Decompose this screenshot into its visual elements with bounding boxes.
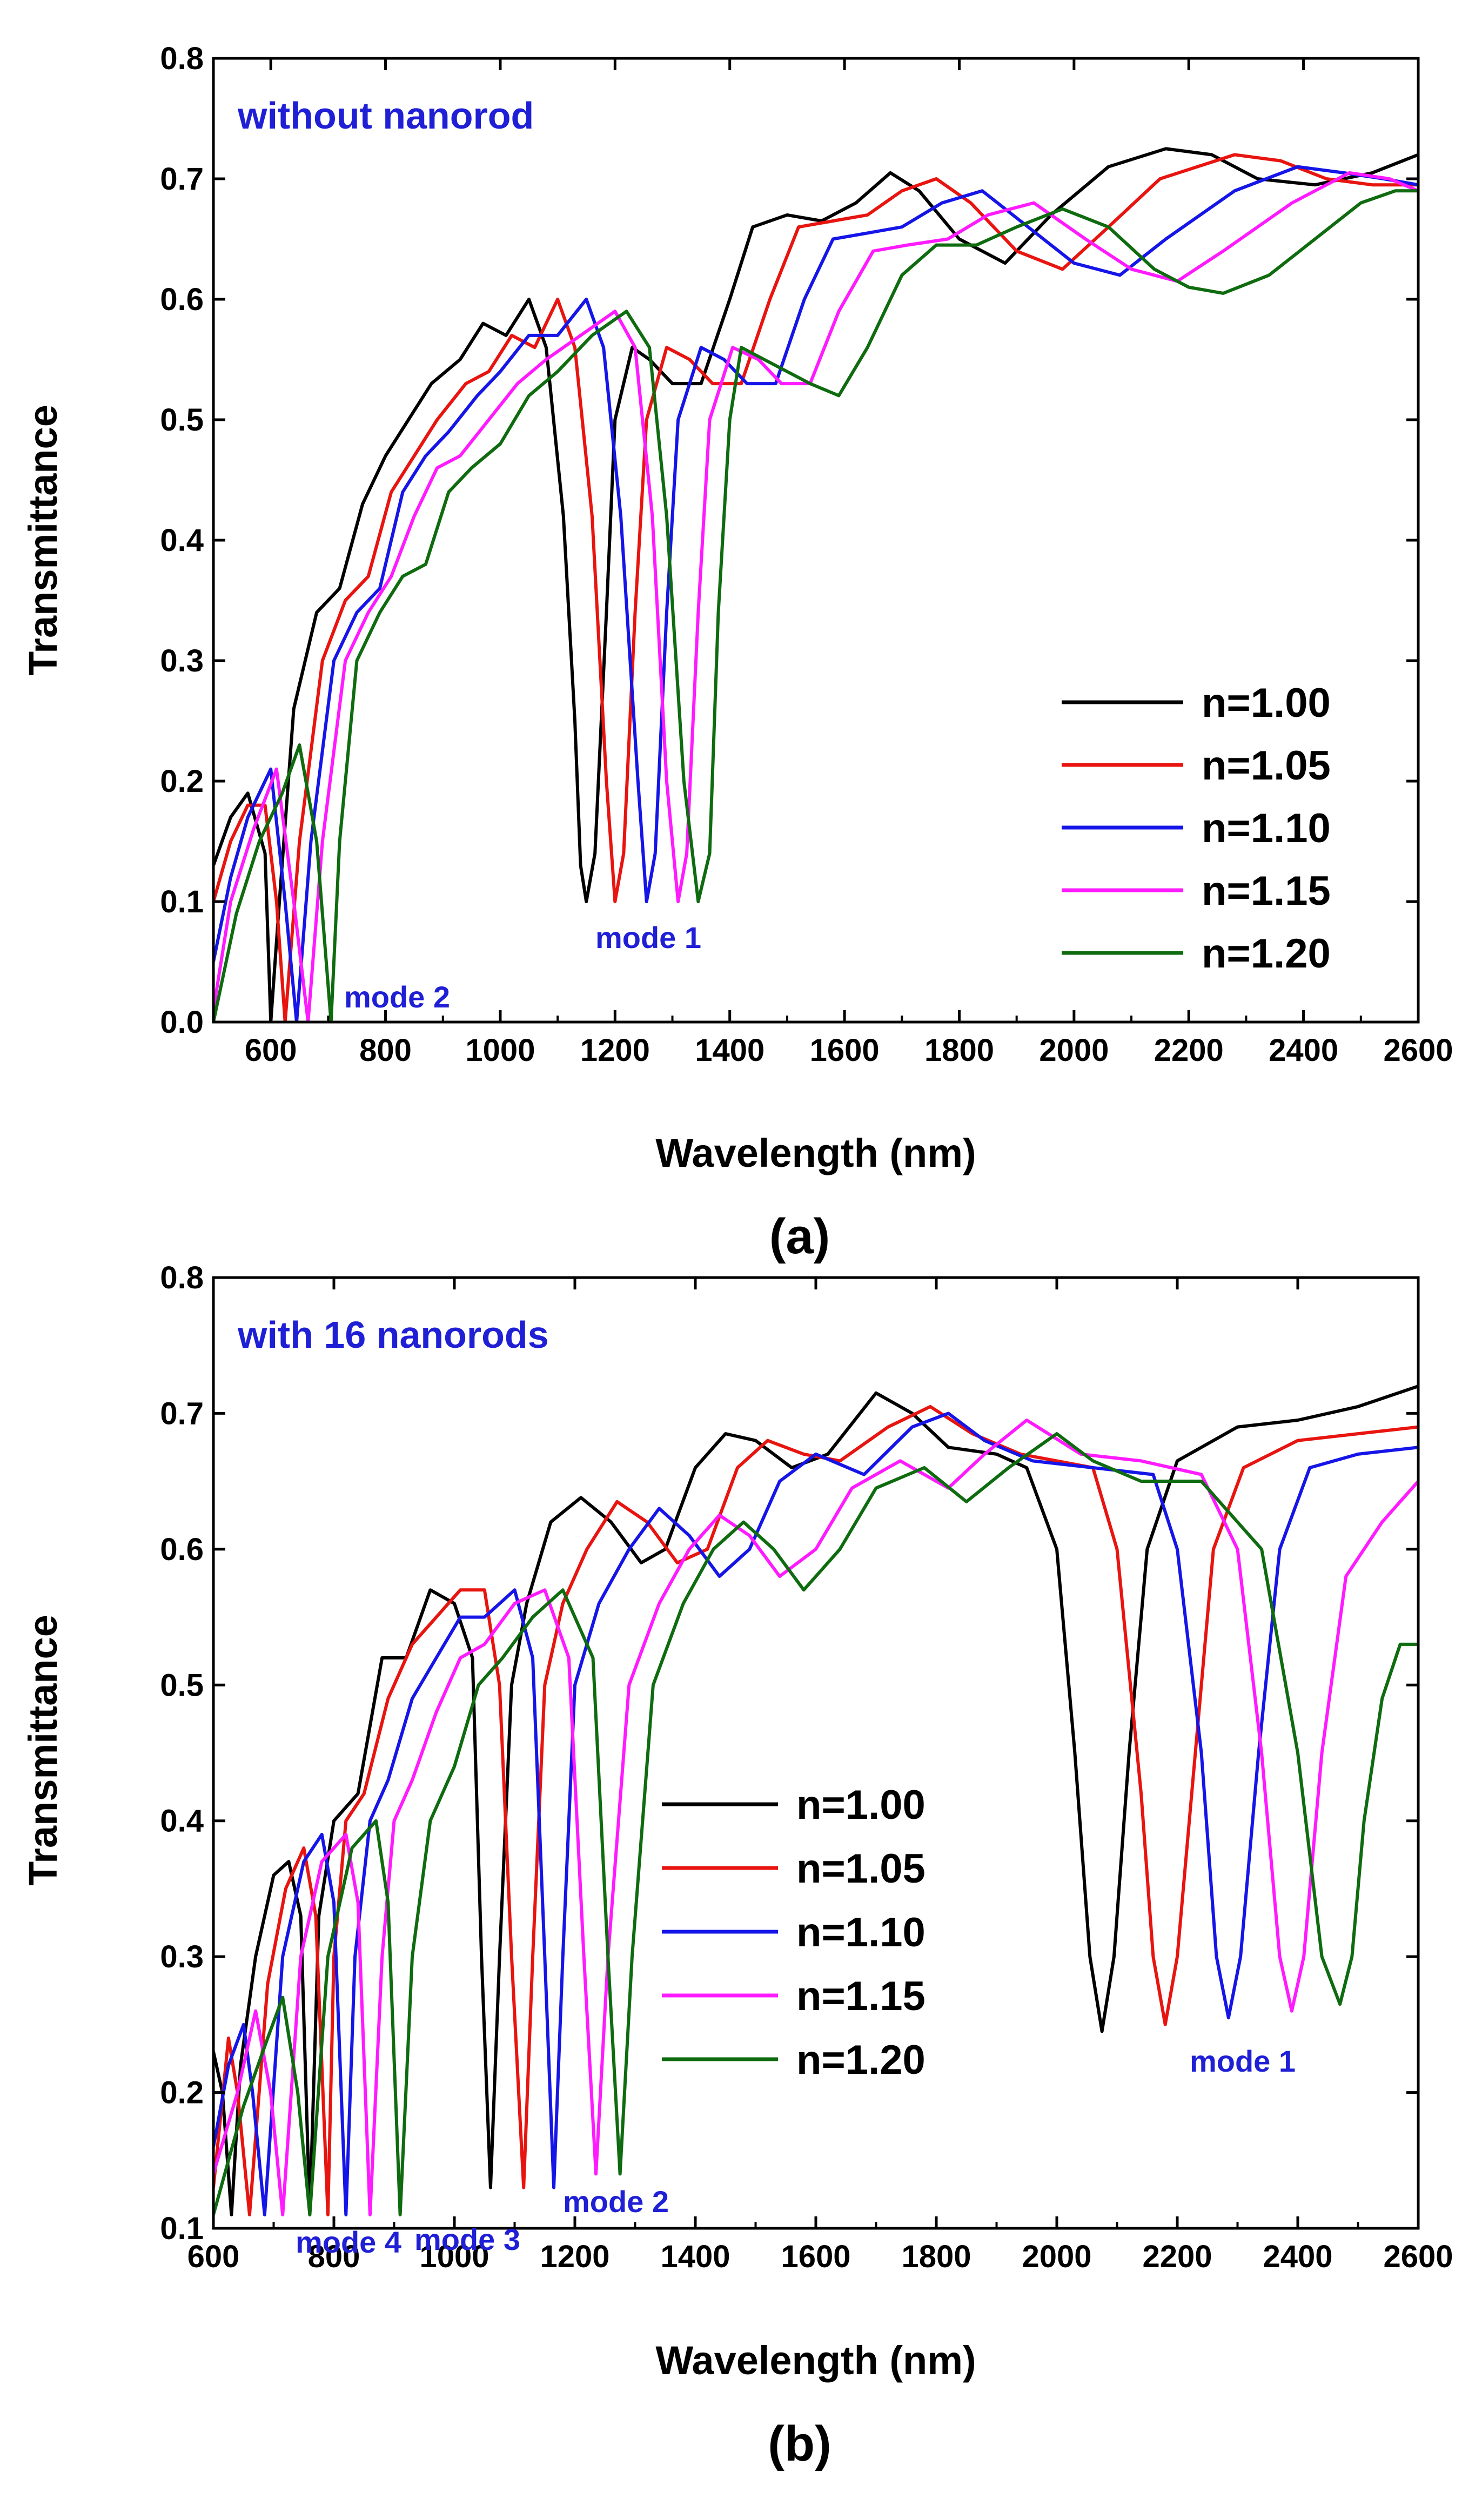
y-tick-label: 0.1	[160, 2211, 204, 2246]
y-tick-label: 0.0	[160, 1005, 204, 1040]
legend-label: n=1.15	[796, 1973, 926, 2019]
x-tick-label: 800	[308, 2239, 360, 2274]
x-tick-label: 2400	[1263, 2239, 1332, 2274]
series-line-n100	[213, 147, 1418, 1022]
panel-a: 600 800 1000 1200 1400 1600 1800 2000 2200 2400 26…	[21, 41, 1453, 1264]
legend-b: n=1.00 n=1.05 n=1.10 n=1.15 n=1.20	[662, 1782, 926, 2083]
annotations-a: mode 1 mode 2	[344, 920, 701, 1014]
x-tick-label: 1600	[781, 2239, 850, 2274]
legend-label: n=1.10	[1202, 805, 1331, 851]
legend-label: n=1.20	[796, 2037, 926, 2083]
x-tick-label: 1400	[695, 1033, 765, 1068]
legend-label: n=1.10	[796, 1910, 926, 1955]
y-tick-label: 0.5	[160, 402, 204, 438]
y-tick-label: 0.4	[160, 523, 204, 558]
y-tick-label: 0.5	[160, 1668, 204, 1703]
series-line-n110	[213, 165, 1418, 1022]
y-tick-label: 0.8	[160, 41, 204, 76]
series-line-n105	[213, 153, 1418, 1022]
series-line-n115	[213, 1419, 1418, 2216]
x-tick-label: 2200	[1142, 2239, 1212, 2274]
legend-label: n=1.15	[1202, 868, 1331, 914]
series-line-n115	[213, 171, 1418, 1022]
legend-label: n=1.05	[1202, 743, 1331, 789]
x-tick-label: 600	[245, 1033, 297, 1068]
y-tick-label: 0.3	[160, 1939, 204, 1974]
y-tick-label: 0.2	[160, 2075, 204, 2111]
series-line-n110	[213, 1412, 1418, 2216]
panel-b: 600 800 1000 1200 1400 1600 1800 2000 2200 2400 26…	[21, 1260, 1453, 2471]
x-tick-label: 2000	[1039, 1033, 1109, 1068]
legend-label: n=1.05	[796, 1846, 926, 1892]
x-tick-label: 1400	[660, 2239, 730, 2274]
x-tick-label: 800	[359, 1033, 412, 1068]
legend-a: n=1.00 n=1.05 n=1.10 n=1.15 n=1.20	[1062, 680, 1331, 977]
y-tick-label: 0.4	[160, 1804, 204, 1839]
legend-label: n=1.00	[796, 1782, 926, 1828]
mode-annotation: mode 4	[296, 2225, 401, 2259]
y-tick-label: 0.6	[160, 282, 204, 317]
y-tick-label: 0.3	[160, 643, 204, 678]
mode-annotation: mode 1	[1190, 2044, 1296, 2078]
series-line-n120	[213, 189, 1418, 1022]
panel-title-a: without nanorod	[237, 95, 534, 137]
y-tick-label: 0.6	[160, 1532, 204, 1567]
y-tick-label: 0.1	[160, 884, 204, 919]
x-tick-label: 600	[187, 2239, 240, 2274]
x-tick-label: 2600	[1383, 1033, 1453, 1068]
panel-label-a: (a)	[769, 1209, 830, 1264]
x-tick-label: 2000	[1022, 2239, 1091, 2274]
legend-label: n=1.20	[1202, 931, 1331, 977]
x-tick-label: 1000	[465, 1033, 535, 1068]
x-tick-label: 1800	[901, 2239, 971, 2274]
series-line-n120	[213, 1432, 1418, 2216]
panel-title-b: with 16 nanorods	[237, 1314, 549, 1356]
y-tick-label: 0.2	[160, 764, 204, 799]
y-tick-label: 0.8	[160, 1260, 204, 1295]
series-layer-a	[213, 147, 1418, 1022]
mode-annotation: mode 3	[414, 2222, 520, 2256]
annotations-b: mode 1 mode 2 mode 3 mode 4	[296, 2044, 1296, 2259]
x-tick-label: 1600	[810, 1033, 880, 1068]
y-tick-label: 0.7	[160, 1396, 204, 1431]
mode-annotation: mode 1	[595, 920, 701, 955]
x-tick-label: 1200	[540, 2239, 609, 2274]
x-axis-label-a: Wavelength (nm)	[655, 1131, 976, 1175]
ticks-b: 600 800 1000 1200 1400 1600 1800 2000 2200 2400 26…	[160, 1260, 1453, 2274]
x-tick-label: 1200	[580, 1033, 650, 1068]
x-tick-label: 1000	[419, 2239, 489, 2274]
mode-annotation: mode 2	[344, 980, 450, 1014]
ticks-a: 600 800 1000 1200 1400 1600 1800 2000 2200 2400 26…	[160, 41, 1453, 1068]
series-line-n105	[213, 1405, 1418, 2216]
legend-label: n=1.00	[1202, 680, 1331, 726]
y-axis-label-b: Transmittance	[21, 1615, 65, 1886]
y-tick-label: 0.7	[160, 162, 204, 197]
x-tick-label: 2400	[1269, 1033, 1338, 1068]
x-tick-label: 1800	[924, 1033, 994, 1068]
mode-annotation: mode 2	[563, 2185, 669, 2219]
x-tick-label: 2600	[1383, 2239, 1453, 2274]
panel-label-b: (b)	[768, 2416, 831, 2471]
series-layer-b	[213, 1385, 1418, 2216]
x-tick-label: 2200	[1154, 1033, 1224, 1068]
x-axis-label-b: Wavelength (nm)	[655, 2338, 976, 2383]
y-axis-label-a: Transmittance	[21, 405, 65, 676]
